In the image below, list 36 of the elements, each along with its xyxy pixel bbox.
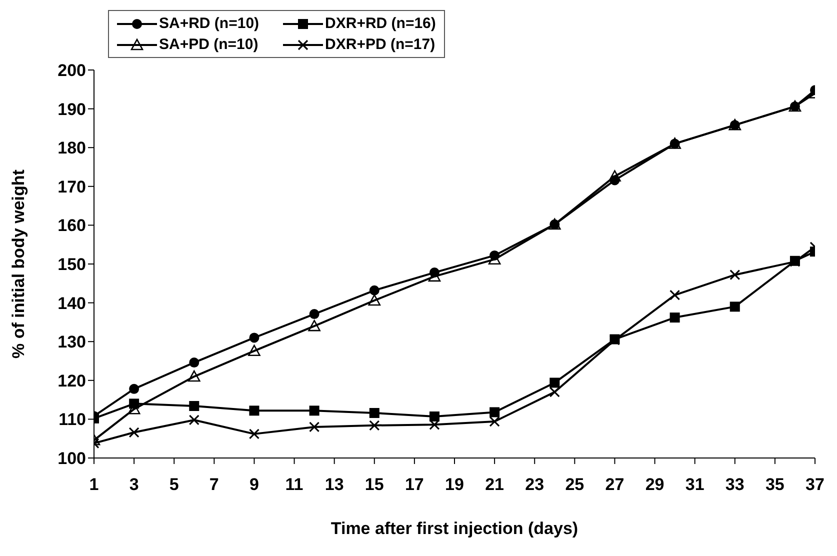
y-tick-label: 190 <box>58 100 86 119</box>
x-tick-label: 11 <box>285 475 304 494</box>
legend-label: DXR+PD (n=17) <box>325 36 436 53</box>
x-tick-label: 13 <box>324 475 344 494</box>
y-tick-label: 180 <box>58 138 86 158</box>
x-tick-label: 27 <box>605 475 624 494</box>
y-tick-label: 120 <box>58 371 86 390</box>
y-tick-label: 140 <box>58 294 86 313</box>
x-tick-label: 9 <box>249 475 259 494</box>
y-axis-title: % of initial body weight <box>9 169 28 358</box>
x-tick-label: 7 <box>209 475 219 494</box>
x-tick-label: 35 <box>765 475 784 494</box>
x-tick-label: 31 <box>685 475 704 494</box>
y-tick-label: 160 <box>58 216 86 236</box>
x-tick-label: 5 <box>169 475 179 494</box>
x-axis-title: Time after first injection (days) <box>330 519 578 538</box>
x-tick-label: 3 <box>129 475 139 494</box>
legend-label: DXR+RD (n=16) <box>325 15 436 32</box>
legend-label: SA+RD (n=10) <box>159 15 260 32</box>
x-tick-label: 37 <box>806 475 824 494</box>
x-tick-label: 1 <box>89 475 99 494</box>
x-tick-label: 33 <box>725 475 744 494</box>
y-tick-label: 150 <box>58 255 86 274</box>
y-tick-label: 130 <box>58 332 86 352</box>
x-tick-label: 19 <box>445 475 464 494</box>
y-tick-label: 110 <box>58 410 86 430</box>
y-tick-label: 200 <box>58 61 86 80</box>
x-tick-label: 25 <box>565 475 584 494</box>
legend-label: SA+PD (n=10) <box>159 36 258 53</box>
y-tick-label: 170 <box>58 177 86 196</box>
x-tick-label: 29 <box>645 475 664 494</box>
x-tick-label: 23 <box>525 475 544 494</box>
y-tick-label: 100 <box>58 449 86 468</box>
x-tick-label: 17 <box>404 475 424 494</box>
x-tick-label: 15 <box>364 475 384 494</box>
x-tick-label: 21 <box>485 475 504 494</box>
